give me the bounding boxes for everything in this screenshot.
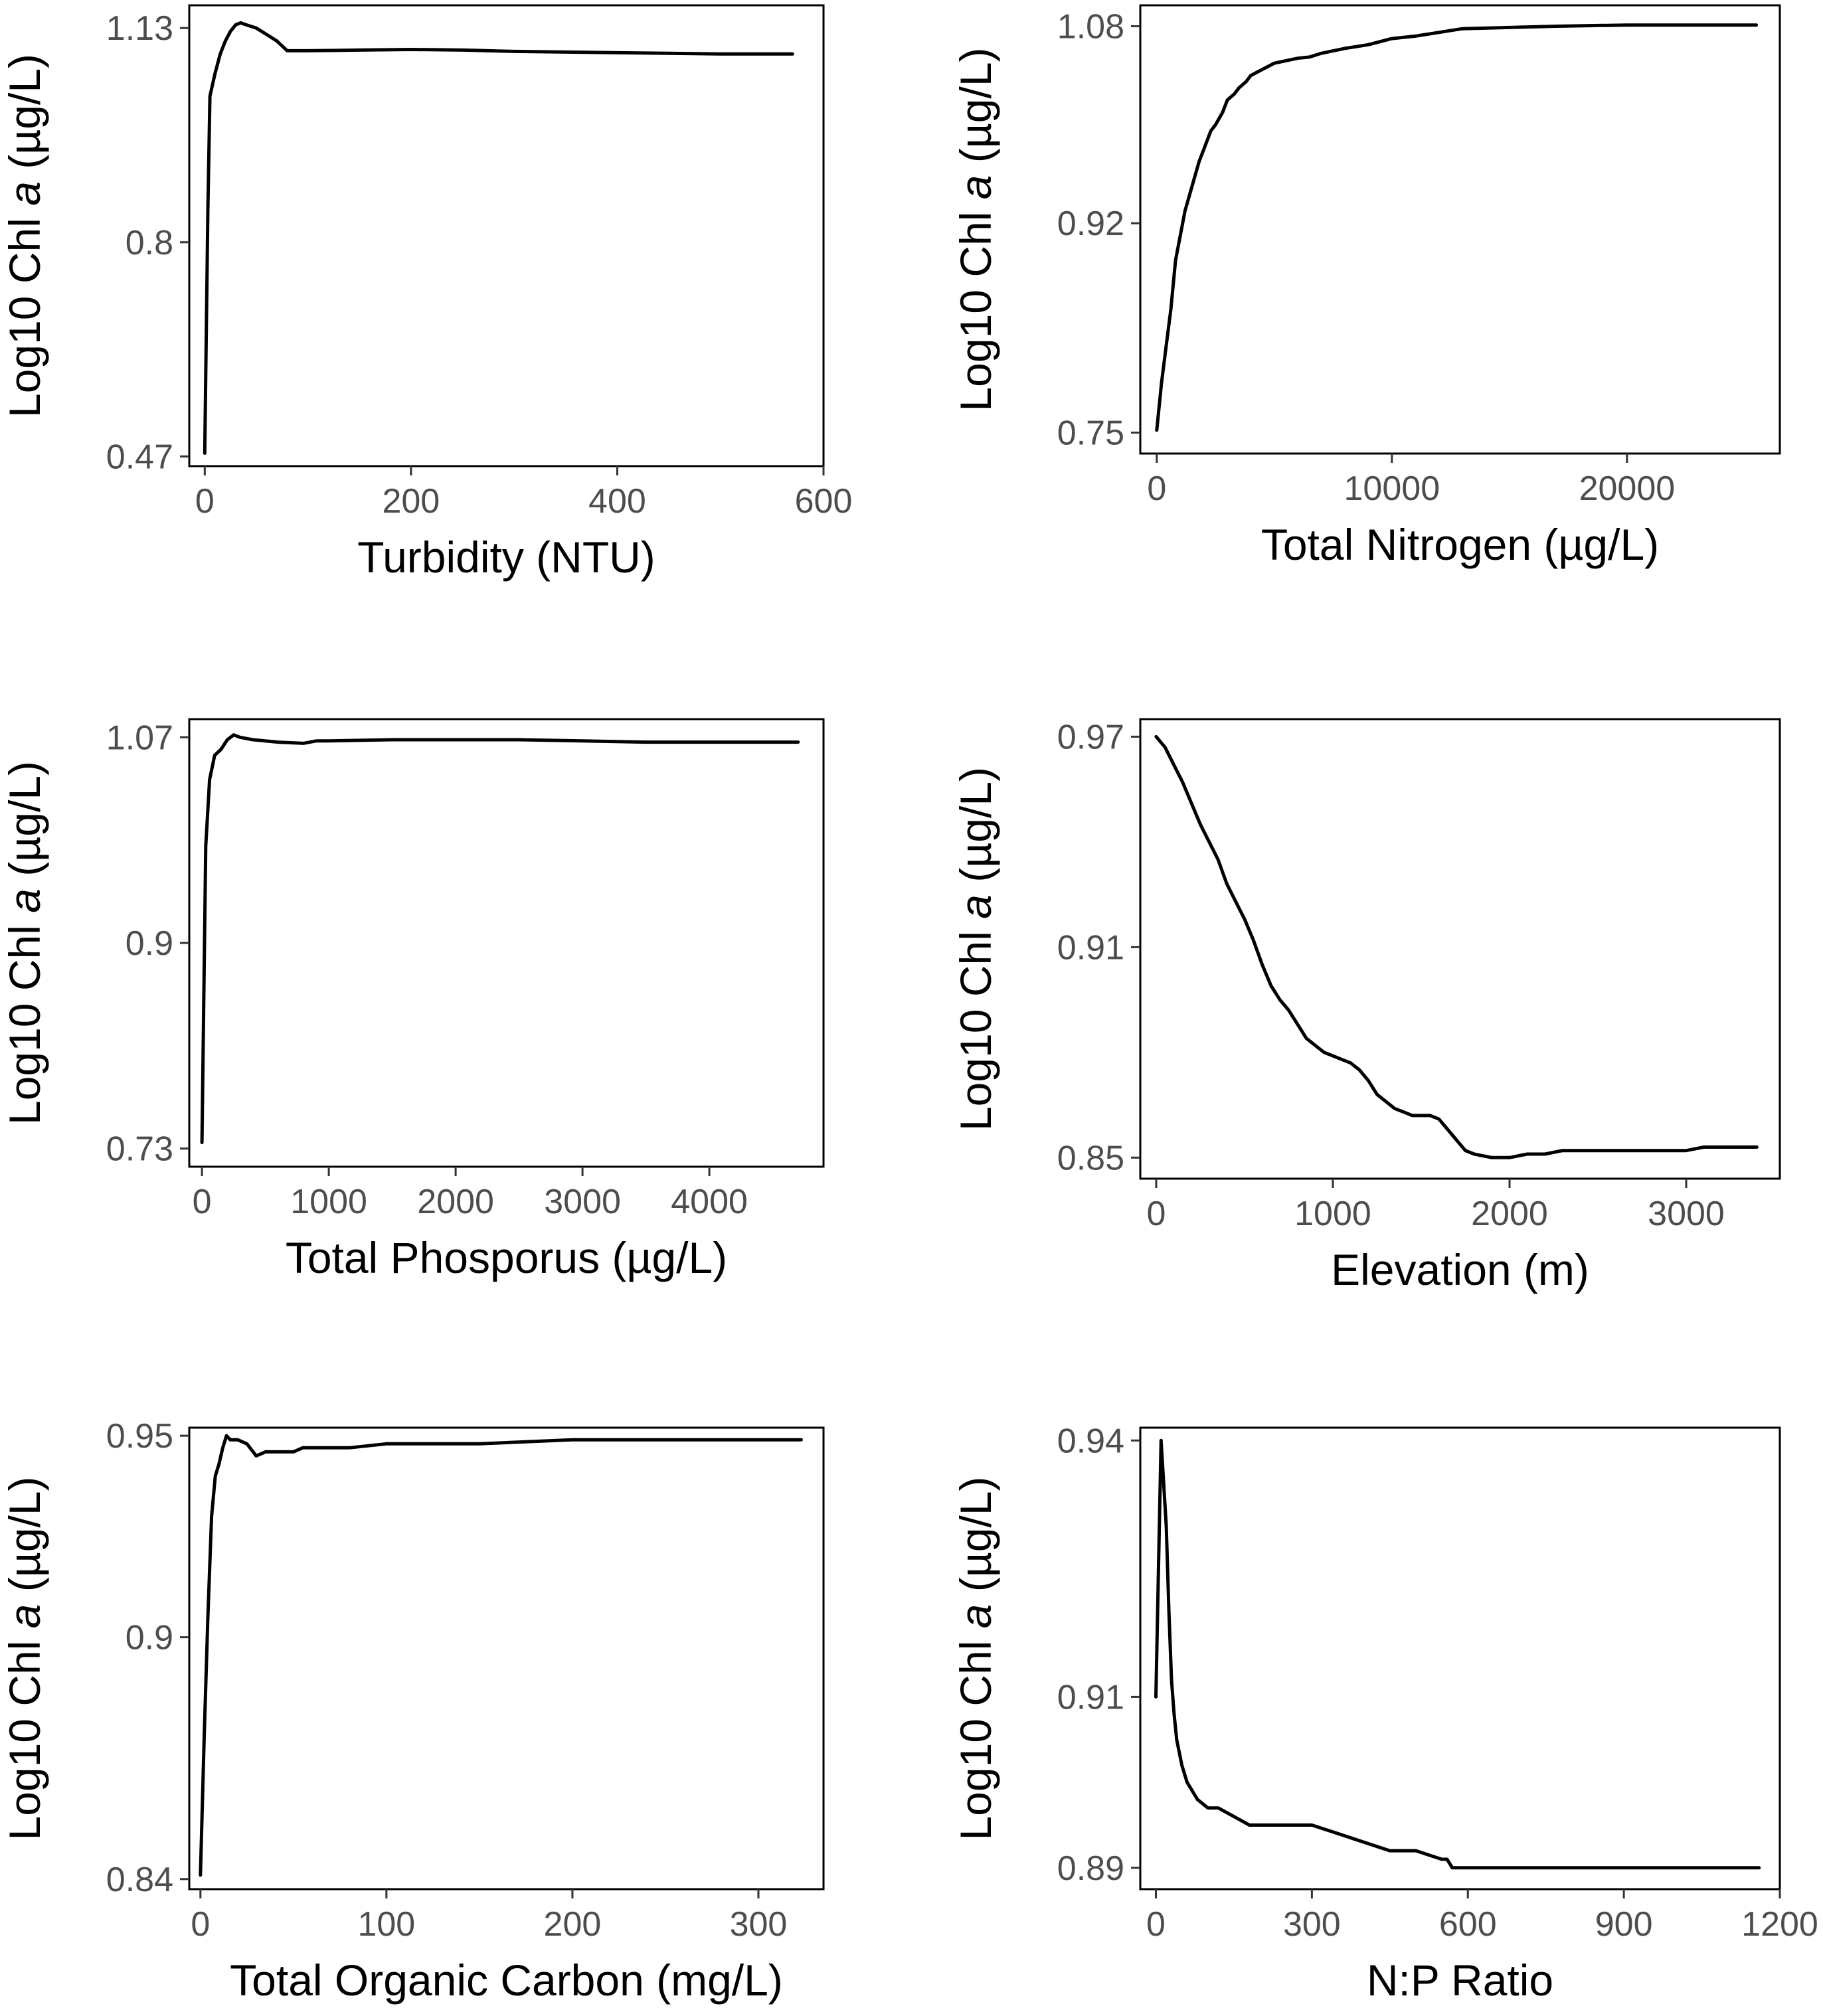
y-axis-title-part: (µg/L) (951, 1476, 1000, 1604)
y-axis-title-part: a (951, 894, 1000, 919)
x-axis-title: Total Nitrogen (µg/L) (1261, 520, 1659, 569)
y-tick-label: 0.95 (106, 1417, 173, 1456)
x-tick-label: 600 (1439, 1905, 1497, 1944)
y-axis-title-part: a (0, 1604, 49, 1629)
x-axis-title: Total Organic Carbon (mg/L) (230, 1956, 783, 2005)
y-tick-label: 1.08 (1057, 8, 1124, 46)
y-tick-label: 0.97 (1057, 718, 1124, 756)
x-axis-title: N:P Ratio (1367, 1956, 1553, 2005)
x-tick-label: 0 (1146, 1195, 1166, 1233)
x-tick-label: 400 (588, 482, 646, 521)
x-tick-label: 2000 (417, 1183, 494, 1221)
series-line (1154, 1438, 1761, 1870)
y-axis-title-part: (µg/L) (0, 54, 49, 181)
y-tick-label: 0.47 (106, 438, 173, 476)
chart-panel-1: 0 200 400 600 0.47 0.8 1.13 Turbidity (NTU) Log1… (0, 4, 853, 582)
x-tick-label: 10000 (1344, 469, 1440, 508)
y-tick-label: 0.84 (106, 1861, 173, 1899)
x-tick-label: 100 (357, 1905, 415, 1944)
series-line (199, 1434, 803, 1877)
y-tick-label: 1.13 (106, 9, 173, 48)
chart-panel-3: 0 1000 2000 3000 4000 0.73 0.9 1.07 Total Phospo… (0, 718, 825, 1282)
plot-frame (1139, 4, 1781, 455)
x-tick-label: 4000 (671, 1183, 748, 1221)
y-tick-label: 0.9 (126, 1619, 173, 1657)
y-axis-title-part: Log10 Chl (0, 206, 49, 418)
x-tick-label: 0 (195, 482, 215, 521)
y-axis-title-part: (µg/L) (951, 767, 1000, 894)
y-axis-title-part: Log10 Chl (951, 919, 1000, 1131)
series-line (200, 733, 800, 1145)
y-axis-title-part: a (0, 888, 49, 913)
x-tick-label: 1000 (290, 1183, 367, 1221)
y-tick-label: 0.89 (1057, 1849, 1124, 1888)
x-axis-title: Elevation (m) (1331, 1245, 1589, 1294)
x-tick-label: 900 (1595, 1905, 1653, 1944)
x-tick-label: 0 (193, 1183, 212, 1221)
x-tick-label: 200 (544, 1905, 602, 1944)
y-axis-title-part: Log10 Chl (951, 199, 1000, 411)
x-tick-label: 0 (191, 1905, 210, 1944)
x-tick-label: 0 (1147, 469, 1166, 508)
y-tick-label: 0.85 (1057, 1139, 1124, 1177)
x-tick-label: 0 (1146, 1905, 1166, 1944)
chart-panel-2: 0 10000 20000 0.75 0.92 1.08 Total Nitrogen (µ… (951, 4, 1781, 569)
series-line (203, 21, 794, 455)
series-line (1154, 734, 1759, 1159)
plot-frame (188, 4, 825, 467)
y-axis-title: Log10 Chl a (µg/L) (951, 47, 1000, 411)
y-axis-title: Log10 Chl a (µg/L) (0, 761, 49, 1125)
y-axis-title: Log10 Chl a (µg/L) (951, 767, 1000, 1131)
y-axis-title: Log10 Chl a (µg/L) (0, 54, 49, 418)
x-tick-label: 1000 (1294, 1195, 1371, 1233)
x-axis-title: Turbidity (NTU) (357, 533, 655, 582)
y-axis-title-part: (µg/L) (951, 47, 1000, 175)
y-axis-title-part: Log10 Chl (0, 1628, 49, 1840)
x-tick-label: 2000 (1471, 1195, 1548, 1233)
y-axis-title-part: a (0, 181, 49, 206)
chart-panel-6: 0 300 600 900 1200 0.89 0.91 0.94 N:P Ratio Log10… (951, 1422, 1818, 2005)
y-tick-label: 1.07 (106, 718, 173, 757)
plot-frame (1139, 1426, 1781, 1890)
y-axis-title-part: Log10 Chl (951, 1628, 1000, 1840)
y-axis-title: Log10 Chl a (µg/L) (951, 1476, 1000, 1840)
x-tick-label: 200 (382, 482, 440, 521)
series-line (1155, 23, 1759, 432)
x-tick-label: 3000 (1648, 1195, 1725, 1233)
y-tick-label: 0.8 (126, 224, 173, 262)
y-axis-title-part: a (951, 1604, 1000, 1629)
plot-frame (1139, 718, 1781, 1180)
y-tick-label: 0.91 (1057, 928, 1124, 967)
chart-panel-4: 0 1000 2000 3000 0.85 0.91 0.97 Elevation (m) Lo… (951, 718, 1781, 1294)
x-tick-label: 300 (730, 1905, 788, 1944)
plot-frame (188, 1426, 825, 1890)
plot-frame (188, 718, 825, 1168)
y-axis-title-part: Log10 Chl (0, 913, 49, 1125)
y-tick-label: 0.94 (1057, 1422, 1124, 1460)
y-axis-title-part: (µg/L) (0, 1476, 49, 1604)
y-axis-title-part: (µg/L) (0, 761, 49, 888)
y-tick-label: 0.91 (1057, 1678, 1124, 1717)
y-tick-label: 0.73 (106, 1130, 173, 1169)
chart-panel-5: 0 100 200 300 0.84 0.9 0.95 Total Organic Carbo… (0, 1417, 825, 2005)
y-axis-title-part: a (951, 175, 1000, 200)
x-tick-label: 20000 (1579, 469, 1676, 508)
x-tick-label: 3000 (544, 1183, 621, 1221)
y-tick-label: 0.92 (1057, 205, 1124, 243)
y-tick-label: 0.9 (126, 924, 173, 963)
x-tick-label: 300 (1283, 1905, 1341, 1944)
x-tick-label: 1200 (1741, 1905, 1818, 1944)
x-axis-title: Total Phosporus (µg/L) (286, 1233, 727, 1282)
y-tick-label: 0.75 (1057, 414, 1124, 452)
y-axis-title: Log10 Chl a (µg/L) (0, 1476, 49, 1840)
x-tick-label: 600 (795, 482, 853, 521)
